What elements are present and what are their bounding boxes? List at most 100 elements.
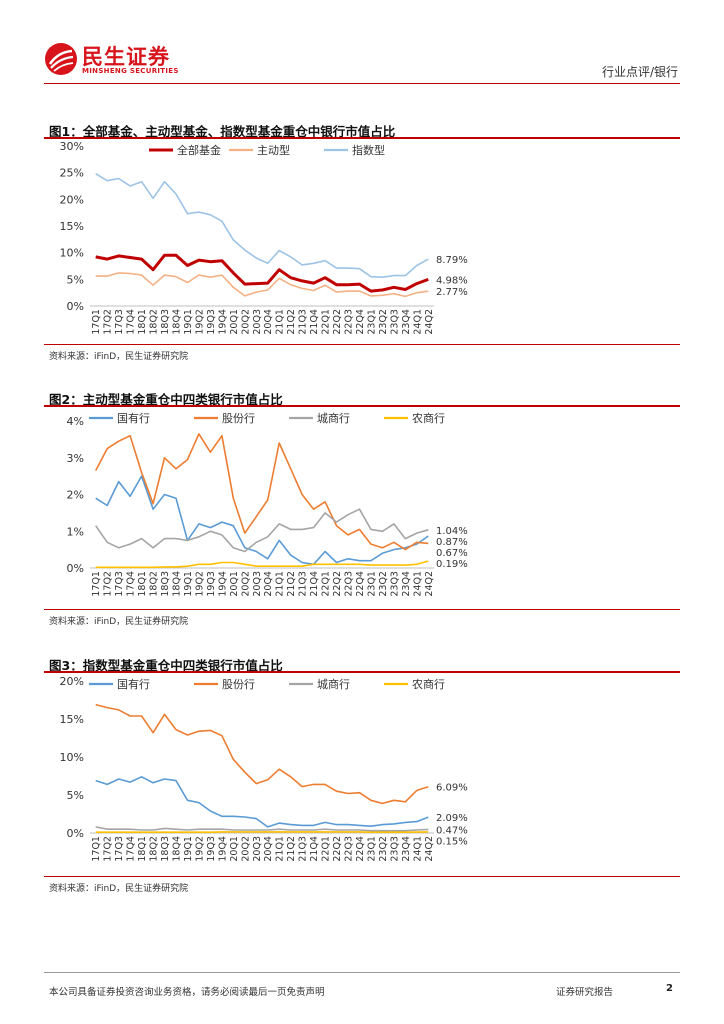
x-tick-label: 19Q1	[183, 836, 194, 862]
y-tick-label: 20%	[60, 193, 84, 206]
data-end-label: 8.79%	[436, 255, 468, 266]
x-tick-label: 19Q3	[206, 571, 217, 597]
data-end-label: 2.09%	[436, 813, 468, 824]
data-end-label: 0.19%	[436, 559, 468, 570]
y-tick-label: 0%	[67, 827, 84, 840]
x-tick-label: 17Q2	[103, 309, 114, 335]
y-tick-label: 15%	[60, 713, 84, 726]
x-tick-label: 20Q1	[229, 571, 240, 597]
x-tick-label: 21Q3	[298, 571, 309, 597]
x-tick-label: 17Q2	[103, 571, 114, 597]
x-tick-label: 20Q4	[263, 836, 274, 862]
y-tick-label: 5%	[67, 789, 84, 802]
x-tick-label: 22Q2	[332, 571, 343, 597]
x-tick-label: 23Q4	[401, 836, 412, 862]
x-tick-label: 18Q4	[172, 309, 183, 335]
figure-3-title: 图3：指数型基金重仓中四类银行市值占比	[49, 658, 283, 673]
data-end-label: 0.67%	[436, 548, 468, 559]
x-tick-label: 21Q2	[286, 309, 297, 335]
data-end-label: 2.77%	[436, 287, 468, 298]
x-tick-label: 24Q2	[424, 571, 435, 597]
y-tick-label: 2%	[67, 489, 84, 502]
data-end-label: 0.47%	[436, 825, 468, 836]
x-tick-label: 21Q4	[309, 571, 320, 597]
x-tick-label: 17Q3	[114, 836, 125, 862]
figure-1-top-rule	[44, 137, 680, 139]
legend-label: 城商行	[317, 677, 350, 691]
figure-1-title: 图1：全部基金、主动型基金、指数型基金重仓中银行市值占比	[49, 124, 396, 139]
x-tick-label: 22Q2	[332, 836, 343, 862]
x-tick-label: 22Q2	[332, 309, 343, 335]
y-tick-label: 4%	[67, 415, 84, 428]
x-tick-label: 24Q2	[424, 836, 435, 862]
series-line	[95, 173, 429, 278]
x-tick-label: 17Q3	[114, 309, 125, 335]
y-tick-label: 1%	[67, 525, 84, 538]
x-tick-label: 18Q2	[149, 571, 160, 597]
legend-label: 国有行	[117, 411, 150, 425]
x-tick-label: 23Q3	[389, 571, 400, 597]
x-tick-label: 23Q2	[378, 836, 389, 862]
y-tick-label: 10%	[60, 247, 84, 260]
figure-3-chart: 0%5%10%15%20%17Q1 17Q2 17Q3 17Q4 18Q1 18Q2 18Q…	[60, 675, 468, 862]
series-line	[95, 253, 429, 293]
x-tick-label: 19Q1	[183, 309, 194, 335]
footer-divider	[44, 972, 680, 973]
series-line	[94, 433, 429, 551]
x-tick-label: 17Q4	[126, 571, 137, 597]
x-tick-label: 21Q2	[286, 571, 297, 597]
x-tick-label: 21Q1	[275, 571, 286, 597]
x-tick-label: 20Q1	[229, 309, 240, 335]
x-tick-label: 24Q1	[412, 309, 423, 335]
x-tick-label: 18Q3	[160, 836, 171, 862]
x-tick-label: 18Q3	[160, 309, 171, 335]
x-tick-label: 23Q2	[378, 309, 389, 335]
x-tick-label: 17Q1	[91, 836, 102, 862]
figure-1-bottom-rule	[44, 344, 680, 345]
x-tick-label: 20Q3	[252, 571, 263, 597]
legend-label: 股份行	[222, 412, 255, 425]
x-tick-label: 17Q4	[126, 836, 137, 862]
x-tick-label: 21Q1	[275, 836, 286, 862]
x-tick-label: 20Q2	[240, 571, 251, 597]
legend-label: 主动型	[257, 143, 290, 157]
figure-2-bottom-rule	[44, 609, 680, 610]
x-tick-label: 18Q1	[137, 571, 148, 597]
y-tick-label: 20%	[60, 675, 84, 688]
logo-english-name: MINSHENG SECURITIES	[82, 67, 179, 75]
x-tick-label: 17Q1	[91, 571, 102, 597]
x-tick-label: 21Q3	[298, 309, 309, 335]
x-tick-label: 17Q3	[114, 571, 125, 597]
series-line	[95, 826, 429, 832]
legend-label: 城商行	[317, 411, 350, 425]
series-line	[95, 475, 429, 566]
legend-label: 全部基金	[177, 143, 221, 157]
data-end-label: 6.09%	[436, 783, 468, 794]
y-tick-label: 5%	[67, 273, 84, 286]
header-divider	[44, 83, 680, 84]
figure-3-bottom-rule	[44, 876, 680, 877]
footer-report-type: 证券研究报告	[556, 987, 614, 998]
x-tick-label: 17Q4	[126, 309, 137, 335]
x-tick-label: 22Q3	[344, 571, 355, 597]
figure-2-top-rule	[44, 405, 680, 407]
report-category: 行业点评/银行	[601, 65, 678, 79]
logo-chinese-name: 民生证券	[82, 45, 170, 69]
company-logo: 民生证券 MINSHENG SECURITIES	[44, 40, 184, 80]
series-line	[95, 272, 429, 298]
series-line	[95, 703, 429, 805]
x-tick-label: 19Q4	[217, 309, 228, 335]
x-tick-label: 20Q2	[240, 836, 251, 862]
y-tick-label: 3%	[67, 452, 84, 465]
x-tick-label: 21Q4	[309, 836, 320, 862]
x-tick-label: 21Q4	[309, 309, 320, 335]
x-tick-label: 23Q3	[389, 309, 400, 335]
series-line	[95, 776, 429, 828]
legend-label: 指数型	[352, 143, 385, 157]
x-tick-label: 17Q2	[103, 836, 114, 862]
figure-1-source: 资料来源：iFinD，民生证券研究院	[49, 352, 189, 362]
x-tick-label: 22Q3	[344, 836, 355, 862]
x-tick-label: 24Q1	[412, 571, 423, 597]
x-tick-label: 19Q2	[194, 571, 205, 597]
x-tick-label: 18Q4	[172, 836, 183, 862]
